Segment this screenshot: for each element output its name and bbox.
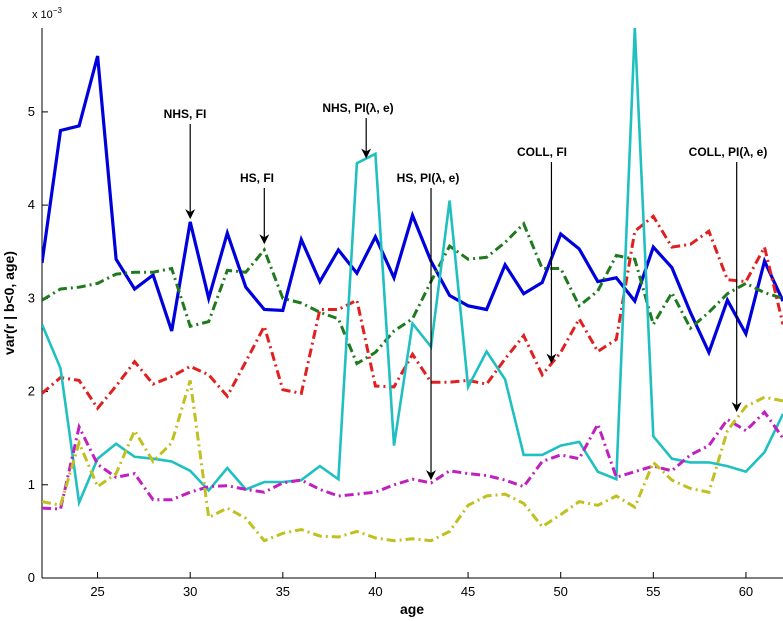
series-group [42,28,783,543]
series-line-2 [42,221,783,366]
y-tick-label: 2 [28,384,35,399]
x-tick-label: 35 [276,584,290,599]
annotation-label: COLL, FI [517,145,567,159]
annotation-label: NHS, FI [164,107,207,121]
x-tick-label: 50 [553,584,567,599]
series-line-4 [42,28,783,508]
x-tick-label: 45 [461,584,475,599]
y-axis-label: var(r | b<0, age) [1,251,17,355]
y-tick-label: 1 [28,477,35,492]
y-tick-label: 3 [28,290,35,305]
y-axis-exponent: x 10−3 [32,6,62,21]
annotation-label: COLL, PI(λ, e) [689,145,768,159]
series-line-5 [42,409,783,511]
y-tick-label: 4 [28,197,35,212]
x-axis-label: age [400,601,424,617]
y-tick-label: 0 [28,570,35,585]
series-line-1 [42,55,783,357]
x-tick-label: 60 [739,584,753,599]
series-line-6 [42,379,783,543]
annotation-label: HS, FI [240,171,274,185]
annotations: NHS, FI HS, FI NHS, PI(λ, e) HS, PI(λ, e) CO… [164,101,768,481]
annotation-label: NHS, PI(λ, e) [322,101,393,115]
annotation-label: HS, PI(λ, e) [397,171,460,185]
x-tick-label: 55 [646,584,660,599]
y-tick-label: 5 [28,104,35,119]
x-tick-label: 25 [90,584,104,599]
x-tick-label: 30 [183,584,197,599]
x-tick-label: 40 [368,584,382,599]
series-line-3 [42,214,783,411]
